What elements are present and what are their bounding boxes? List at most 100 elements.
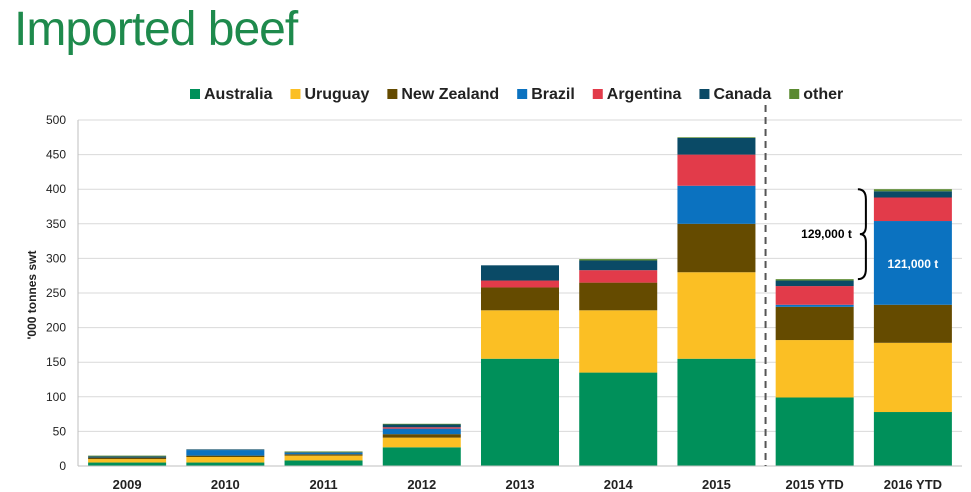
bar-segment	[677, 185, 756, 224]
legend-swatch	[592, 89, 603, 99]
bar-segment	[382, 428, 461, 435]
bar-segment	[382, 424, 461, 428]
y-tick-label: 200	[46, 321, 66, 335]
bar-segment	[775, 304, 854, 307]
legend-label: Brazil	[531, 86, 575, 103]
legend-label: other	[803, 86, 843, 103]
bar-segment	[677, 272, 756, 359]
legend-label: Argentina	[607, 86, 682, 103]
bar-segment	[677, 137, 756, 138]
bar-segment	[579, 310, 658, 373]
bar-segment	[284, 460, 363, 466]
bar-segment	[88, 459, 167, 463]
bar-segment	[677, 137, 756, 155]
bar-segment	[481, 287, 559, 311]
y-tick-label: 500	[46, 113, 66, 127]
x-tick-label: 2015 YTD	[786, 477, 844, 492]
legend-label: Canada	[713, 86, 771, 103]
bar-segment	[186, 450, 265, 456]
x-tick-label: 2013	[506, 477, 535, 492]
legend-label: Uruguay	[304, 86, 369, 103]
legend-item: Canada	[699, 86, 771, 103]
bar-segment	[481, 280, 559, 288]
x-tick-label: 2015	[702, 477, 731, 492]
legend-swatch	[387, 89, 398, 99]
bar-segment	[481, 265, 559, 281]
bar-segment	[579, 270, 658, 283]
legend-swatch	[190, 89, 200, 99]
y-tick-label: 450	[46, 148, 66, 162]
brazil-value-label: 121,000 t	[888, 257, 939, 271]
bar-segment	[284, 452, 363, 455]
bar-segment	[873, 304, 952, 343]
x-tick-label: 2011	[309, 477, 337, 492]
bar-segment	[677, 223, 756, 273]
bar-segment	[382, 437, 461, 448]
bar-segment	[186, 457, 265, 463]
y-tick-label: 350	[46, 217, 66, 231]
bar-segment	[88, 462, 167, 466]
chart-legend: Australia Uruguay New Zealand Brazil Argenti…	[190, 86, 843, 103]
y-tick-label: 100	[46, 390, 66, 404]
x-tick-label: 2014	[604, 477, 634, 492]
bar-segment	[579, 372, 658, 466]
y-tick-label: 400	[46, 182, 66, 196]
bar-segment	[88, 456, 167, 458]
x-tick-label: 2010	[211, 477, 240, 492]
bar-segment	[579, 282, 658, 311]
difference-bracket	[857, 188, 867, 281]
bar-segment	[186, 462, 265, 466]
x-tick-label: 2009	[113, 477, 142, 492]
bar-segment	[186, 449, 265, 451]
y-tick-label: 300	[46, 251, 66, 265]
y-axis: 0 50 100 150 200 250 300 350 400 450 500	[46, 113, 79, 473]
bar-segment	[775, 280, 854, 287]
bar-segment	[775, 340, 854, 398]
y-axis-label: '000 tonnes swt	[25, 251, 39, 340]
legend-item: Brazil	[517, 86, 575, 103]
bar-segment	[873, 342, 952, 413]
bar-segment	[677, 154, 756, 186]
y-tick-label: 50	[53, 424, 67, 438]
bar-segment	[873, 191, 952, 198]
bar-segment	[873, 221, 952, 305]
legend-item: New Zealand	[387, 86, 499, 103]
legend-item: Argentina	[592, 86, 682, 103]
page-title: Imported beef	[14, 3, 298, 56]
bar-segment	[481, 358, 559, 466]
bar-segment	[284, 454, 363, 456]
bar-segment	[775, 306, 854, 341]
bar-segment	[873, 412, 952, 466]
bar-segment	[873, 197, 952, 222]
bar-segment	[284, 451, 363, 453]
bar-segment	[775, 286, 854, 305]
bar-segment	[481, 310, 559, 359]
y-tick-label: 250	[46, 286, 66, 300]
bar-segment	[382, 423, 461, 425]
legend-item: other	[789, 86, 843, 103]
legend-swatch	[517, 89, 528, 99]
bar-segment	[382, 434, 461, 438]
bar-segment	[284, 455, 363, 461]
bar-segment	[382, 447, 461, 466]
bar-segment	[382, 427, 461, 429]
legend-swatch	[699, 89, 710, 99]
bar-segment	[579, 260, 658, 271]
bars	[88, 137, 952, 466]
legend-label: Australia	[204, 86, 273, 103]
x-tick-label: 2016 YTD	[884, 477, 942, 492]
bar-segment	[186, 455, 265, 458]
x-tick-label: 2012	[407, 477, 436, 492]
bar-segment	[88, 455, 167, 457]
annotations: 129,000 t 121,000 t	[764, 105, 939, 466]
legend-label: New Zealand	[401, 86, 499, 103]
bar-segment	[775, 397, 854, 466]
bar-segment	[88, 457, 167, 460]
bar-segment	[284, 452, 363, 453]
bar-segment	[579, 259, 658, 261]
x-axis: 2009 2010 2011 2012 2013 2014 2015 2015 YTD 2016…	[78, 465, 962, 492]
bar-segment	[677, 358, 756, 466]
y-tick-label: 150	[46, 355, 66, 369]
legend-swatch	[789, 89, 800, 99]
